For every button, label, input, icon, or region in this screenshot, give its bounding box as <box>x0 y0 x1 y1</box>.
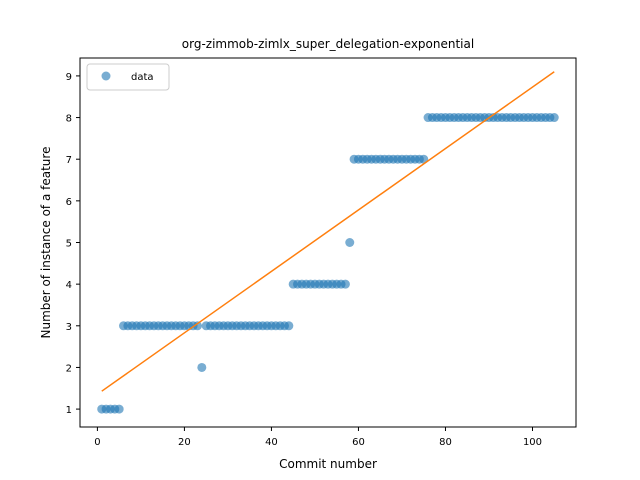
data-point <box>197 362 207 372</box>
data-point <box>192 321 202 331</box>
x-tick-label: 80 <box>439 437 452 448</box>
y-tick-label: 4 <box>66 280 72 291</box>
x-tick-label: 0 <box>94 437 100 448</box>
x-tick-label: 60 <box>352 437 365 448</box>
x-tick-label: 100 <box>523 437 542 448</box>
legend-marker-data <box>101 71 111 81</box>
y-tick-label: 8 <box>66 114 72 125</box>
y-tick-label: 3 <box>66 322 72 333</box>
y-axis-ticks: 1 2 3 4 5 6 7 8 9 <box>66 72 80 416</box>
series-layer <box>97 71 559 414</box>
x-axis-ticks: 0 20 40 60 80 100 <box>94 427 542 448</box>
x-axis-title: Commit number <box>279 457 377 471</box>
data-point <box>284 321 294 331</box>
fit-line <box>101 71 555 392</box>
legend: data <box>86 63 170 91</box>
legend-label-data: data <box>131 72 154 83</box>
data-point <box>549 113 559 123</box>
y-tick-label: 2 <box>66 363 72 374</box>
y-tick-label: 9 <box>66 72 72 83</box>
y-tick-label: 7 <box>66 155 72 166</box>
y-tick-label: 6 <box>66 197 72 208</box>
x-tick-label: 40 <box>265 437 278 448</box>
plot-frame <box>79 57 577 428</box>
y-axis-title: Number of instance of a feature <box>39 147 53 339</box>
y-tick-label: 1 <box>66 405 72 416</box>
y-tick-label: 5 <box>66 239 72 250</box>
x-tick-label: 20 <box>178 437 191 448</box>
data-point <box>340 279 350 289</box>
legend-box <box>86 63 170 91</box>
data-point <box>345 238 355 247</box>
data-point <box>114 404 124 414</box>
chart-title: org-zimmob-zimlx_super_delegation-expone… <box>182 37 474 51</box>
